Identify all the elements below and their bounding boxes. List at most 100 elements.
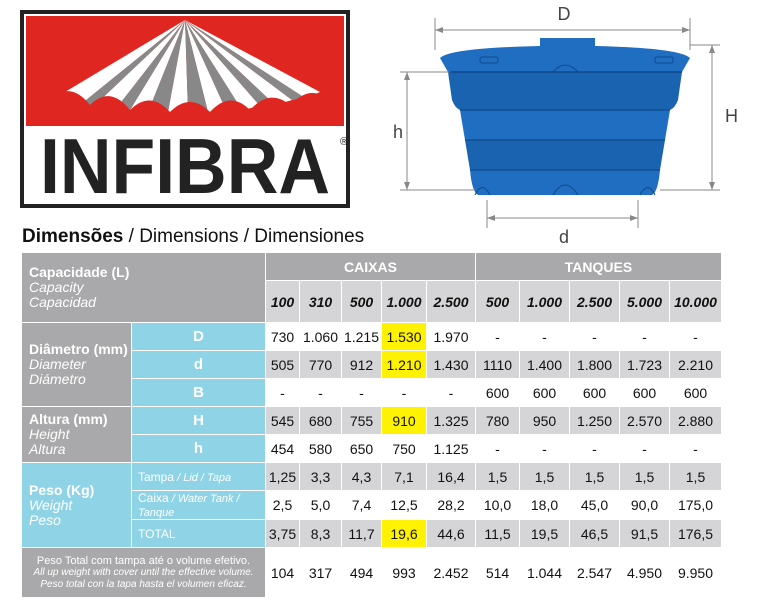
label-D: D [558,4,571,24]
table-cell: - [669,434,722,463]
table-cell: 12,5 [381,490,427,520]
capacity-value: 5.000 [619,280,670,323]
table-cell: 454 [265,434,300,463]
table-cell: 505 [265,350,300,379]
table-cell: 1.970 [426,322,476,351]
capacity-value: 2.500 [426,280,476,323]
table-cell: 600 [519,378,570,407]
table-cell: 1,5 [669,462,722,491]
table-row: Altura (mm) Height Altura H 545 680 755 … [21,406,722,463]
table-cell: 1,25 [265,462,300,491]
footer-pt: Peso Total com tampa até o volume efetiv… [36,554,251,567]
height-label-en: Height [29,426,70,442]
table-cell: 730 [265,322,300,351]
table-cell: 45,0 [569,490,620,520]
table-cell: 19,5 [519,519,570,548]
table-cell: 680 [299,406,342,435]
table-cell: 993 [381,547,427,598]
footer-note: Peso Total com tampa até o volume efetiv… [21,547,266,598]
row-key-H: H [131,406,266,435]
table-cell: 4,3 [341,462,382,491]
weight-label-en: Weight [29,496,73,513]
table-cell: - [569,322,620,351]
table-cell: 104 [265,547,300,598]
table-cell: 2.210 [669,350,722,379]
table-cell: 28,2 [426,490,476,520]
table-cell: 5,0 [299,490,342,520]
weight-label: Peso (Kg) [29,481,95,498]
row-key-h: h [131,434,266,463]
table-cell: 600 [475,378,520,407]
table-cell: 600 [619,378,670,407]
table-cell: 1,5 [569,462,620,491]
table-row: Peso Total com tampa até o volume efetiv… [21,547,722,598]
table-cell: 44,6 [426,519,476,548]
row-key-caixa: Caixa / Water Tank / Tanque [131,490,266,520]
table-cell: 2.880 [669,406,722,435]
table-cell: 18,0 [519,490,570,520]
brand-name: INFIBRA [40,122,330,208]
table-cell: 770 [299,350,342,379]
table-cell: 1.800 [569,350,620,379]
table-cell: 7,1 [381,462,427,491]
section-heading: Dimensões / Dimensions / Dimensiones [22,226,364,248]
tank-diagram: D h H d [393,4,738,247]
heading-pt: Dimensões [22,226,124,247]
table-cell: 2.547 [569,547,620,598]
table-cell: 9.950 [669,547,722,598]
capacity-label-es: Capacidad [29,294,96,310]
infibra-logo: INFIBRA ® [20,10,350,208]
caixa-rest: / Water Tank / Tanque [138,493,240,519]
table-cell: 1,5 [619,462,670,491]
table-cell: 2,5 [265,490,300,520]
table-cell: - [519,322,570,351]
heading-rest: / Dimensions / Dimensiones [123,226,365,247]
table-cell-highlight: 1.530 [381,322,427,351]
diameter-label-es: Diámetro [29,371,86,387]
table-cell: 175,0 [669,490,722,520]
capacity-value: 10.000 [669,280,722,323]
table-cell: 317 [299,547,342,598]
row-key-tampa: Tampa / Lid / Tapa [131,462,266,491]
tampa-pt: Tampa [138,469,175,484]
capacity-label-en: Capacity [29,279,84,295]
capacity-row: 100 310 500 1.000 2.500 500 1.000 2.500 … [22,280,722,323]
caixa-pt: Caixa [138,491,169,505]
table-cell-highlight: 1.210 [381,350,427,379]
table-cell: 755 [341,406,382,435]
table-cell: 11,7 [341,519,382,548]
table-cell: 1.060 [299,322,342,351]
table-cell: - [569,434,620,463]
table-row: d 505 770 912 1.210 1.430 1110 1.400 1.8… [22,350,722,379]
table-row: TOTAL 3,75 8,3 11,7 19,6 44,6 11,5 19,5 … [22,519,722,548]
label-H: H [725,106,738,126]
table-cell-highlight: 19,6 [381,519,427,548]
table-cell: 1.325 [426,406,476,435]
table-cell: 1.723 [619,350,670,379]
table-cell: - [426,378,476,407]
row-key-total: TOTAL [131,519,266,548]
table-cell: - [669,322,722,351]
table-cell: 7,4 [341,490,382,520]
capacity-value: 1.000 [381,280,427,323]
diameter-label: Diâmetro (mm) [29,341,128,357]
capacity-label: Capacidade (L) [29,264,130,280]
group-caixas: CAIXAS [265,252,476,281]
table-cell: - [475,434,520,463]
capacity-value: 500 [475,280,520,323]
dimensions-table: Capacidade (L) Capacity Capacidad CAIXAS… [21,252,722,598]
registered-mark: ® [340,136,348,148]
table-cell: 1.400 [519,350,570,379]
table-cell: 600 [569,378,620,407]
row-key-d: d [131,350,266,379]
capacity-value: 1.000 [519,280,570,323]
table-row: Peso (Kg) Weight Peso Tampa / Lid / Tapa… [21,462,722,548]
table-cell: 580 [299,434,342,463]
height-label: Altura (mm) [29,411,108,427]
table-cell: 1.250 [569,406,620,435]
table-cell: 1.215 [341,322,382,351]
footer-en: All up weight with cover until the effec… [33,566,254,578]
table-cell: 780 [475,406,520,435]
table-cell: - [619,434,670,463]
table-cell: - [475,322,520,351]
